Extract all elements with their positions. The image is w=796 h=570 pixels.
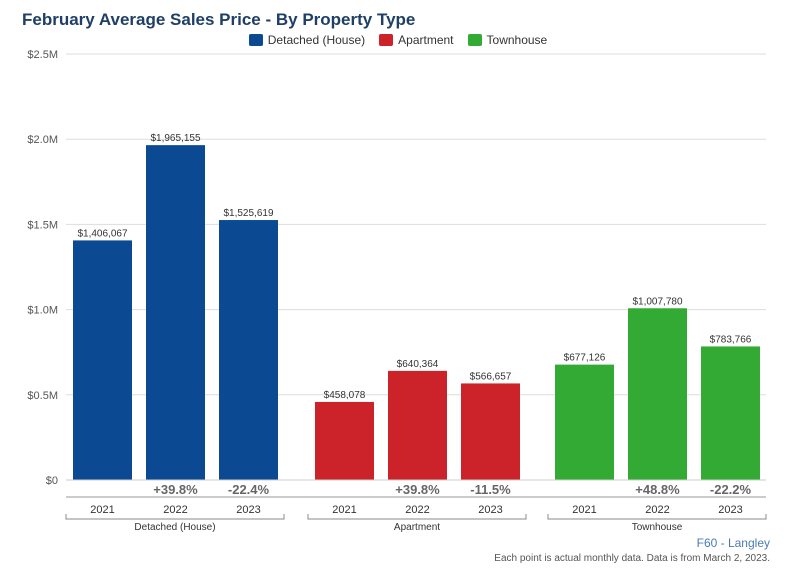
group-bracket bbox=[65, 514, 285, 520]
bar bbox=[461, 383, 520, 480]
legend-label-townhouse: Townhouse bbox=[486, 33, 548, 47]
bar-chart: $0 $0.5M $1.0M $1.5M $2.0M $2.5M $1,406,067 202… bbox=[27, 49, 767, 533]
group-label: Apartment bbox=[394, 522, 440, 533]
group-bracket bbox=[547, 514, 767, 520]
bar-value-label: $640,364 bbox=[397, 359, 439, 370]
legend-swatch-apartment bbox=[379, 34, 394, 46]
bar bbox=[219, 220, 278, 480]
percent-change-label: -11.5% bbox=[470, 482, 511, 497]
bar-value-label: $566,657 bbox=[470, 371, 512, 382]
x-tick-label: 2022 bbox=[405, 504, 429, 516]
footnote: Each point is actual monthly data. Data … bbox=[494, 553, 770, 564]
chart-title: February Average Sales Price - By Proper… bbox=[22, 10, 416, 29]
bar bbox=[315, 401, 374, 480]
legend-swatch-townhouse bbox=[467, 34, 482, 46]
percent-change-label: +48.8% bbox=[635, 482, 680, 497]
bar bbox=[388, 370, 447, 480]
percent-change-label: +39.8% bbox=[153, 482, 198, 497]
legend-item-townhouse[interactable]: Townhouse bbox=[467, 33, 548, 47]
bar-value-label: $458,078 bbox=[324, 390, 366, 401]
bar-value-label: $1,406,067 bbox=[77, 228, 127, 239]
y-tick-label: $2.0M bbox=[27, 134, 58, 146]
percent-change-label: -22.4% bbox=[228, 482, 270, 497]
group-bracket bbox=[307, 514, 527, 520]
bar bbox=[73, 240, 132, 480]
y-tick-label: $0 bbox=[46, 475, 58, 487]
legend-label-detached: Detached (House) bbox=[267, 33, 366, 47]
y-tick-label: $1.5M bbox=[27, 219, 58, 231]
x-tick-label: 2021 bbox=[90, 504, 114, 516]
x-tick-label: 2021 bbox=[332, 504, 356, 516]
bar bbox=[701, 346, 760, 480]
x-tick-label: 2022 bbox=[645, 504, 669, 516]
legend-item-detached[interactable]: Detached (House) bbox=[248, 33, 366, 47]
percent-change-label: -22.2% bbox=[710, 482, 752, 497]
x-tick-label: 2022 bbox=[163, 504, 187, 516]
legend-swatch-detached bbox=[248, 34, 263, 46]
bar-value-label: $1,525,619 bbox=[223, 208, 273, 219]
group-label: Detached (House) bbox=[134, 522, 215, 533]
x-tick-label: 2023 bbox=[478, 504, 502, 516]
x-tick-label: 2023 bbox=[718, 504, 742, 516]
bar-value-label: $1,007,780 bbox=[632, 296, 682, 307]
bar-value-label: $677,126 bbox=[564, 353, 606, 364]
y-tick-label: $1.0M bbox=[27, 305, 58, 317]
source-label: F60 - Langley bbox=[696, 536, 770, 550]
bar-value-label: $1,965,155 bbox=[150, 133, 200, 144]
x-tick-label: 2021 bbox=[572, 504, 596, 516]
legend-label-apartment: Apartment bbox=[398, 33, 454, 47]
y-tick-label: $0.5M bbox=[27, 390, 58, 402]
bar bbox=[555, 364, 614, 480]
percent-change-label: +39.8% bbox=[395, 482, 440, 497]
x-tick-label: 2023 bbox=[236, 504, 260, 516]
y-tick-label: $2.5M bbox=[27, 49, 58, 61]
bar-value-label: $783,766 bbox=[710, 334, 752, 345]
group-label: Townhouse bbox=[632, 522, 683, 533]
legend: Detached (House) Apartment Townhouse bbox=[0, 33, 796, 47]
legend-item-apartment[interactable]: Apartment bbox=[379, 33, 454, 47]
bar bbox=[628, 308, 687, 480]
bar bbox=[146, 145, 205, 481]
